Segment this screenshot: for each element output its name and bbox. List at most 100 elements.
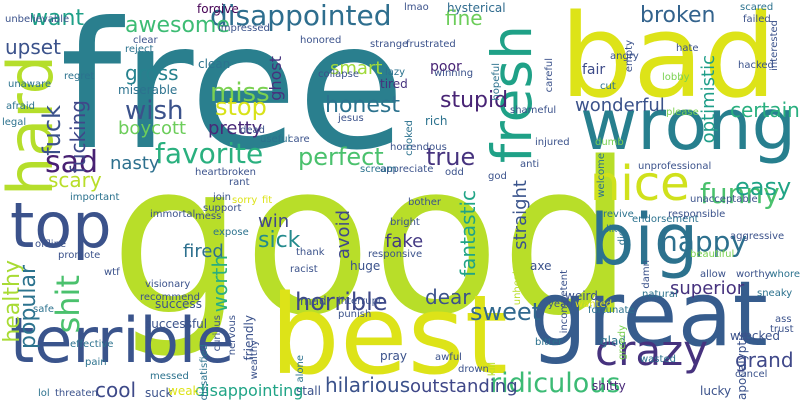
word-optimistic: optimistic xyxy=(698,55,719,144)
word-suck: suck xyxy=(145,386,173,400)
word-god: god xyxy=(488,171,507,182)
word-weird: weird xyxy=(565,289,598,303)
word-hopeful: hopeful xyxy=(491,63,502,101)
word-racist: racist xyxy=(290,264,318,275)
word-lol: lol xyxy=(38,388,50,399)
word-curious: curious xyxy=(212,315,223,352)
word-disappointed: disappointed xyxy=(210,0,392,32)
word-fuck: fuck xyxy=(38,105,66,156)
word-funny: funny xyxy=(700,177,780,210)
word-damn: damn xyxy=(641,260,652,289)
word-disappointing: disappointing xyxy=(195,381,304,400)
word-sorry: sorry xyxy=(232,195,258,206)
word-empty: empty xyxy=(624,40,635,73)
word-shit: shit xyxy=(49,275,87,334)
word-winning: winning xyxy=(434,68,474,79)
word-strange: strange xyxy=(370,39,409,50)
word-gross: gross xyxy=(125,61,179,85)
word-miserable: miserable xyxy=(118,83,178,97)
word-mad: mad xyxy=(300,294,327,308)
word-wish: wish xyxy=(125,96,184,126)
word-collapse: collapse xyxy=(318,69,360,80)
word-tired: tired xyxy=(380,77,408,91)
word-interested: interested xyxy=(769,20,780,71)
word-responsible: responsible xyxy=(668,209,726,220)
word-unaware: unaware xyxy=(8,79,52,90)
word-cut: cut xyxy=(600,81,616,92)
word-failed: failed xyxy=(743,14,771,25)
word-want: want xyxy=(30,6,85,31)
word-please: please xyxy=(666,107,699,118)
word-honored: honored xyxy=(300,35,342,46)
word-pretty: pretty xyxy=(208,118,263,139)
word-interrupt: interrupt xyxy=(338,296,382,307)
word-true: true xyxy=(426,143,476,171)
word-sad: sad xyxy=(45,145,99,180)
word-nervous: nervous xyxy=(227,315,238,356)
word-beautiful: beautiful xyxy=(690,249,735,260)
word-nasty: nasty xyxy=(110,153,160,174)
word-boycott: boycott xyxy=(118,118,187,139)
word-hysterical: hysterical xyxy=(447,1,506,15)
word-offline: offline xyxy=(35,239,67,250)
word-stall: stall xyxy=(296,384,321,398)
word-stupid: stupid xyxy=(440,88,509,113)
word-aggressive: aggressive xyxy=(730,231,785,242)
word-sneaky: sneaky xyxy=(757,288,793,299)
word-unbelievable: unbelievable xyxy=(5,14,70,25)
word-superior: superior xyxy=(670,278,745,299)
word-best: best xyxy=(270,271,508,399)
word-scream: scream xyxy=(360,164,397,175)
word-drown: drown xyxy=(458,364,489,375)
word-avoid: avoid xyxy=(333,210,354,260)
word-whore: whore xyxy=(769,269,800,280)
word-fantastic: fantastic xyxy=(456,190,480,277)
word-lucky: lucky xyxy=(700,384,732,398)
word-nice: nice xyxy=(590,156,690,212)
word-huge: huge xyxy=(350,259,381,273)
word-grand: grand xyxy=(735,348,794,372)
word-terrible: terrible xyxy=(10,304,235,377)
word-rich: rich xyxy=(425,114,448,128)
word-hilarious: hilarious xyxy=(325,373,411,397)
word-safe: safe xyxy=(33,304,55,315)
word-top: top xyxy=(10,189,112,262)
word-clean: clean xyxy=(198,57,231,71)
word-ridiculous: ridiculous xyxy=(490,368,621,399)
word-odd: odd xyxy=(445,167,464,178)
word-promote: promote xyxy=(58,250,101,261)
word-fake: fake xyxy=(385,231,424,252)
word-join: join xyxy=(213,192,232,203)
word-legal: legal xyxy=(2,117,27,128)
word-weak: weak xyxy=(168,384,200,398)
word-kill: kill xyxy=(487,362,498,377)
word-endorsement: endorsement xyxy=(632,214,699,225)
word-hacked: hacked xyxy=(738,60,774,71)
word-effective: effective xyxy=(70,339,114,350)
word-clear: clear xyxy=(133,35,158,46)
word-responsive: responsive xyxy=(368,249,423,260)
word-fired: fired xyxy=(183,241,224,262)
word-injured: injured xyxy=(535,137,570,148)
word-poor: poor xyxy=(430,59,462,75)
word-forgive: forgive xyxy=(197,2,239,16)
word-awful: awful xyxy=(435,352,462,363)
word-like: like xyxy=(606,224,624,235)
word-stop: stop xyxy=(215,93,267,121)
word-anti: anti xyxy=(520,159,540,170)
word-fine: fine xyxy=(445,6,483,30)
word-afraid: afraid xyxy=(6,101,36,112)
word-cool: cool xyxy=(95,378,137,400)
word-unhealthy: unhealthy xyxy=(512,255,523,306)
word-welcome: welcome xyxy=(596,153,607,198)
word-reject: reject xyxy=(125,44,154,55)
word-worth: worth xyxy=(208,255,232,313)
word-sweet: sweet xyxy=(470,298,542,326)
word-wealthy: wealthy xyxy=(249,340,260,380)
word-fit: fit xyxy=(262,195,273,206)
word-pray: pray xyxy=(380,349,408,363)
word-big: big xyxy=(590,199,699,281)
word-dissatisfied: dissatisfied xyxy=(199,343,210,400)
word-scary: scary xyxy=(48,168,102,192)
word-bright: bright xyxy=(390,217,420,228)
